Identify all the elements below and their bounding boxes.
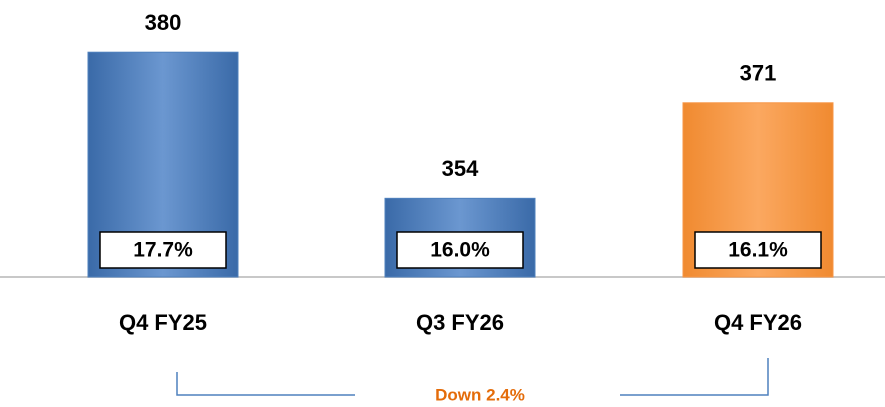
value-label: 380 (145, 10, 182, 35)
annotation: Down 2.4% (435, 385, 525, 404)
bracket-left (176, 372, 355, 396)
inner-label-box (99, 231, 227, 269)
inner-label: 17.7% (133, 239, 193, 262)
x-tick-label: Q4 FY25 (119, 310, 207, 335)
inner-label: 16.0% (430, 239, 490, 262)
x-tick-label: Q4 FY26 (714, 310, 802, 335)
bracket-right (620, 358, 769, 396)
inner-label-box (396, 231, 524, 269)
inner-label: 16.1% (728, 239, 788, 262)
value-label: 371 (740, 61, 777, 86)
x-tick-label: Q3 FY26 (416, 310, 504, 335)
inner-label-box (694, 231, 822, 269)
value-label: 354 (442, 156, 479, 181)
